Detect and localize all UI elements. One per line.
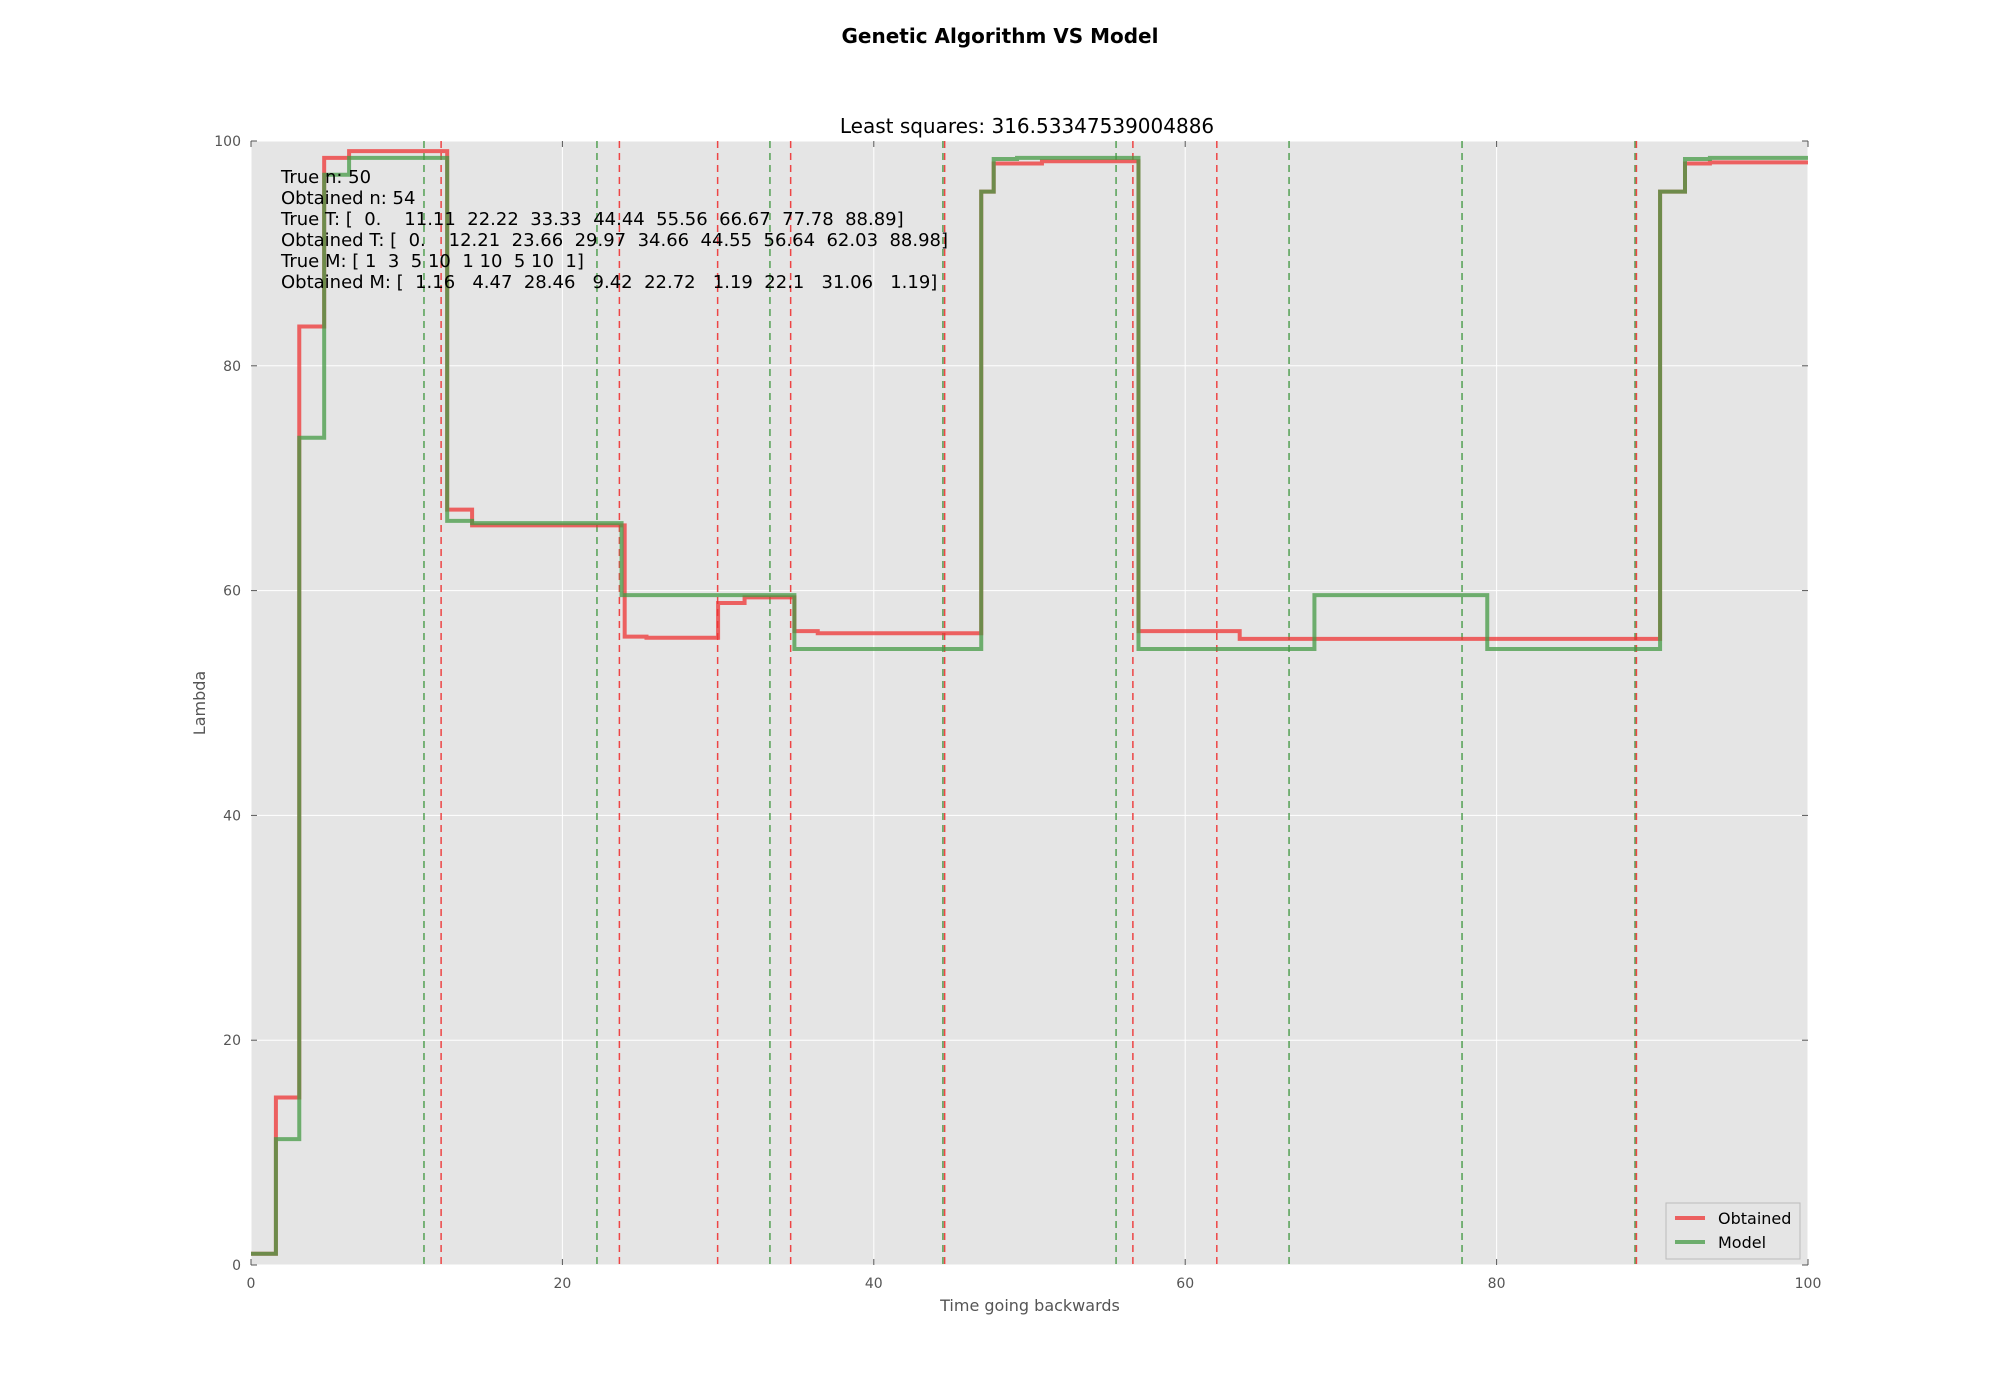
info-true-n: True n: 50: [280, 167, 371, 188]
y-tick-label: 40: [223, 808, 241, 824]
axis-ticks: 0 20 40 60 80 100 0 20 40 60 80 100: [214, 134, 1821, 1292]
y-tick-label: 100: [214, 134, 241, 150]
x-tick-label: 20: [553, 1276, 571, 1292]
y-tick-label: 60: [223, 584, 241, 600]
x-axis-label: Time going backwards: [939, 1296, 1120, 1315]
legend-label-model: Model: [1718, 1233, 1766, 1252]
x-tick-label: 80: [1488, 1276, 1506, 1292]
legend-label-obtained: Obtained: [1718, 1209, 1791, 1228]
info-obtained-t: Obtained T: [ 0. 12.21 23.66 29.97 34.66…: [281, 230, 948, 251]
legend: Obtained Model: [1665, 1202, 1801, 1260]
x-tick-label: 0: [247, 1276, 256, 1292]
breakpoint-lines: [423, 141, 1638, 1265]
plot-area: [251, 141, 1808, 1265]
y-axis-label: Lambda: [190, 671, 209, 735]
x-tick-label: 60: [1176, 1276, 1194, 1292]
series-model-line: [251, 155, 1808, 1256]
y-tick-label: 0: [232, 1258, 241, 1274]
x-tick-label: 100: [1795, 1276, 1822, 1292]
x-tick-label: 40: [865, 1276, 883, 1292]
y-tick-label: 20: [223, 1033, 241, 1049]
info-true-t: True T: [ 0. 11.11 22.22 33.33 44.44 55.…: [280, 209, 904, 230]
legend-box: [1665, 1202, 1801, 1260]
info-obtained-m: Obtained M: [ 1.16 4.47 28.46 9.42 22.72…: [281, 272, 937, 293]
y-tick-label: 80: [223, 359, 241, 375]
chart-title: Genetic Algorithm VS Model: [842, 24, 1159, 48]
info-true-m: True M: [ 1 3 5 10 1 10 5 10 1]: [280, 251, 584, 272]
info-obtained-n: Obtained n: 54: [281, 188, 415, 209]
chart-subtitle: Least squares: 316.53347539004886: [840, 114, 1214, 138]
series-group: [251, 149, 1808, 1256]
grid: [250, 140, 1809, 1266]
info-annotation: True n: 50 Obtained n: 54 True T: [ 0. 1…: [280, 167, 948, 293]
